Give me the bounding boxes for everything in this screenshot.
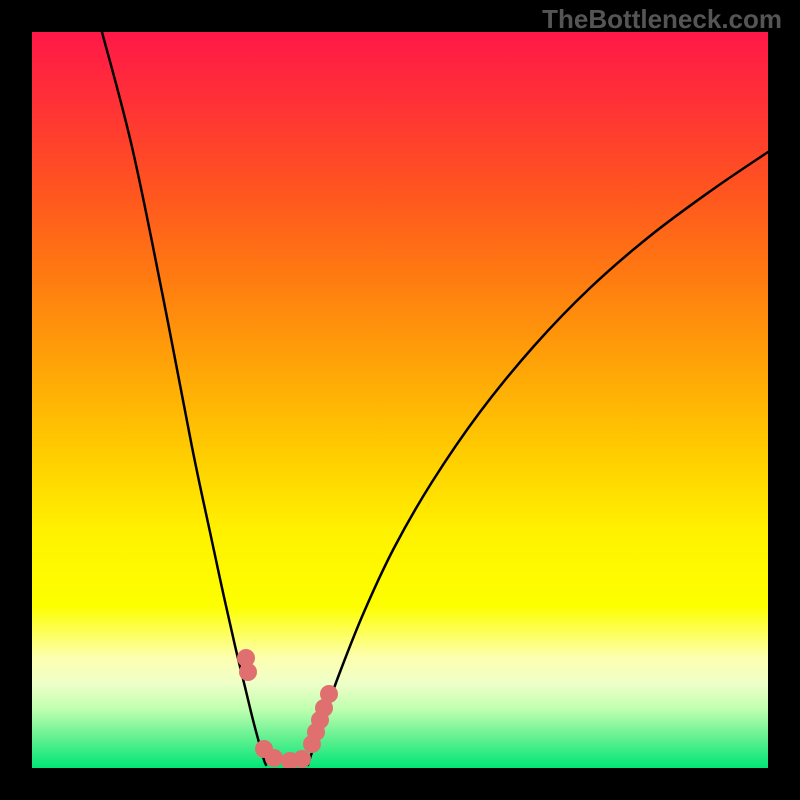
bottleneck-curves [32, 32, 768, 768]
marker-dot [239, 663, 257, 681]
plot-area [32, 32, 768, 768]
curve-right [308, 152, 768, 765]
marker-dot [293, 750, 311, 768]
watermark-text: TheBottleneck.com [542, 4, 782, 35]
marker-dot [320, 685, 338, 703]
marker-dot [265, 749, 283, 767]
